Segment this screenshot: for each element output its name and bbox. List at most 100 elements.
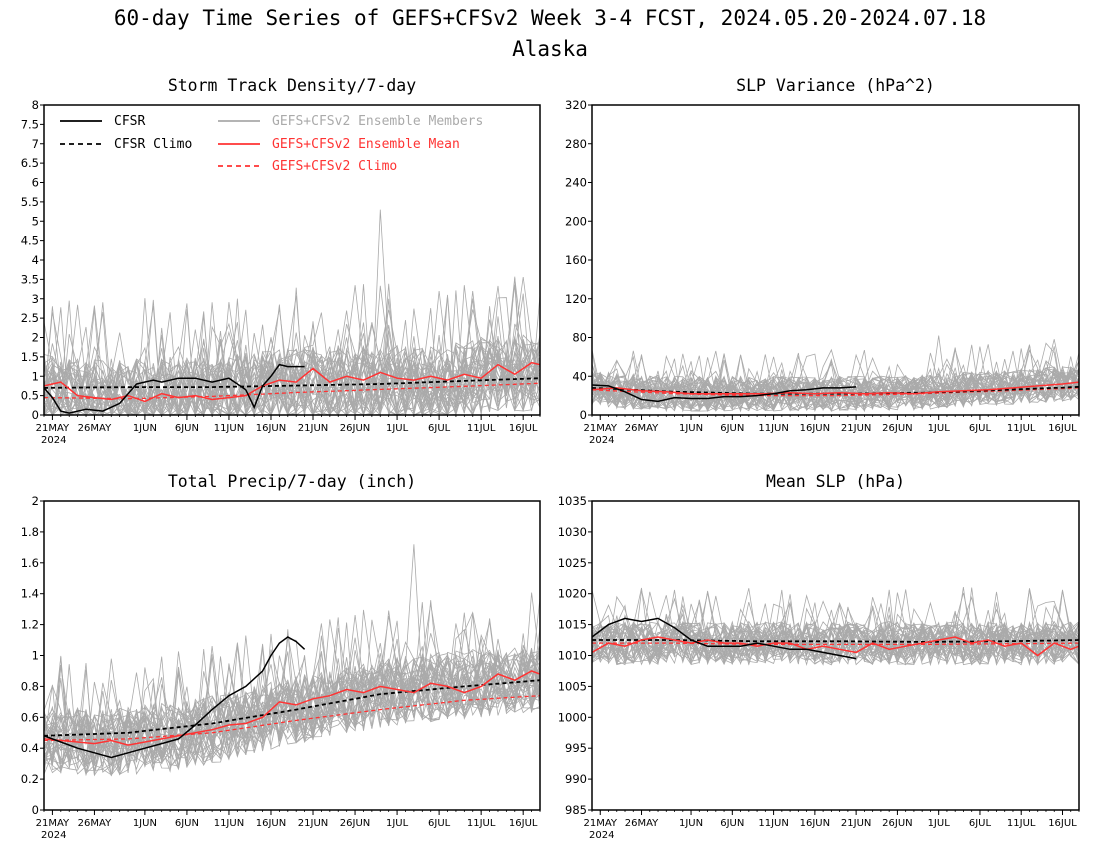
legend-label: GEFS+CFSv2 Ensemble Members xyxy=(272,114,483,129)
x-tick-label: 16JUN xyxy=(800,818,830,829)
x-tick-label: 26JUN xyxy=(882,818,912,829)
x-tick-label: 16JUL xyxy=(509,818,538,829)
ensemble-member-line xyxy=(44,340,540,415)
y-tick-label: 40 xyxy=(572,369,587,383)
x-tick-label: 1JUN xyxy=(679,423,703,434)
y-tick-label: 3 xyxy=(32,292,39,306)
legend-ens-mean: GEFS+CFSv2 Ensemble Mean xyxy=(218,137,460,152)
ensemble-member-line xyxy=(592,590,1079,666)
y-tick-label: 5.5 xyxy=(21,195,39,209)
x-tick-label: 6JUN xyxy=(175,423,199,434)
ensemble-member-line xyxy=(44,646,540,775)
y-tick-label: 8 xyxy=(32,98,39,112)
ensemble-member-line xyxy=(44,592,540,761)
x-tick-label: 21MAY xyxy=(36,818,70,829)
ensemble-member-line xyxy=(44,653,540,773)
y-tick-label: 4.5 xyxy=(21,234,39,248)
x-tick-label: 6JUL xyxy=(969,818,992,829)
cfsr-line xyxy=(592,384,857,403)
x-tick-label: 1JUL xyxy=(928,423,951,434)
ensemble-member-line xyxy=(592,610,1079,666)
ensemble-member-line xyxy=(44,285,540,415)
y-tick-label: 0 xyxy=(32,408,39,422)
x-tick-label: 11JUN xyxy=(214,423,244,434)
legend: CFSR CFSR Climo GEFS+CFSv2 Ensemble Member… xyxy=(60,114,483,174)
x-tick-label: 21MAY xyxy=(583,423,617,434)
x-tick-label: 11JUN xyxy=(758,423,788,434)
plot-area xyxy=(44,209,540,415)
x-tick-label: 26MAY xyxy=(625,423,659,434)
ensemble-member-line xyxy=(44,651,540,769)
ensemble-member-line xyxy=(44,629,540,771)
x-tick-label: 21MAY xyxy=(36,423,70,434)
ensemble-mean-line xyxy=(592,381,1079,395)
y-tick-label: 2.5 xyxy=(21,311,39,325)
y-tick-label: 995 xyxy=(565,741,587,755)
cfsr-line xyxy=(44,636,306,759)
y-tick-label: 2 xyxy=(32,331,39,345)
y-tick-label: 1030 xyxy=(558,525,587,539)
y-tick-label: 1000 xyxy=(558,710,587,724)
ensemble-member-line xyxy=(592,603,1079,663)
x-tick-label: 26JUN xyxy=(340,818,370,829)
panel-title: Total Precip/7-day (inch) xyxy=(168,472,416,491)
legend-label: GEFS+CFSv2 Climo xyxy=(272,159,397,174)
panel-title: SLP Variance (hPa^2) xyxy=(736,76,935,95)
y-tick-label: 985 xyxy=(565,803,587,817)
gefs-climo-line xyxy=(592,387,1079,397)
chart-panels: Storm Track Density/7-day 0 0.5 1 1.5 2 2.5 3 3.… xyxy=(21,76,1080,841)
ensemble-member-line xyxy=(44,276,540,415)
x-tick-label: 6JUN xyxy=(720,818,744,829)
x-tick-label: 26MAY xyxy=(78,423,112,434)
ensemble-member-line xyxy=(592,592,1079,667)
chart-panel-3: Total Precip/7-day (inch)00.20.40.60.811… xyxy=(21,472,541,841)
x-tick-label: 16JUL xyxy=(1048,818,1077,829)
x-tick-label: 11JUL xyxy=(467,423,496,434)
y-tick-label: 1.6 xyxy=(21,556,39,570)
ensemble-member-line xyxy=(44,646,540,775)
y-tick-label: 5 xyxy=(32,214,39,228)
x-year-label: 2024 xyxy=(589,435,614,446)
y-tick-label: 1 xyxy=(32,649,39,663)
panel-title: Mean SLP (hPa) xyxy=(766,472,905,491)
y-tick-label: 6 xyxy=(32,176,39,190)
x-tick-label: 1JUL xyxy=(386,818,409,829)
legend-cfsr: CFSR xyxy=(60,114,145,129)
x-tick-label: 21JUN xyxy=(298,818,328,829)
x-tick-label: 21JUN xyxy=(841,423,871,434)
ensemble-member-line xyxy=(44,302,540,415)
x-tick-label: 6JUN xyxy=(720,423,744,434)
ensemble-member-line xyxy=(44,284,540,415)
ensemble-member-line xyxy=(44,602,540,774)
y-tick-label: 1.4 xyxy=(21,587,39,601)
y-tick-label: 0 xyxy=(32,803,39,817)
y-tick-label: 1 xyxy=(32,369,39,383)
ensemble-member-line xyxy=(592,356,1079,413)
x-tick-label: 21JUN xyxy=(298,423,328,434)
y-tick-label: 0 xyxy=(580,408,587,422)
y-tick-label: 1.2 xyxy=(21,618,39,632)
ensemble-member-line xyxy=(592,594,1079,666)
x-tick-label: 1JUN xyxy=(679,818,703,829)
ensemble-member-line xyxy=(44,637,540,762)
y-tick-label: 0.8 xyxy=(21,679,39,693)
chart-panel-1: Storm Track Density/7-day 0 0.5 1 1.5 2 2.5 3 3.… xyxy=(21,76,541,446)
ensemble-member-line xyxy=(592,363,1079,412)
gefs-climo-line xyxy=(44,382,540,400)
y-tick-label: 80 xyxy=(572,331,587,345)
y-tick-label: 2 xyxy=(32,494,39,508)
y-tick-label: 1.8 xyxy=(21,525,39,539)
x-tick-label: 26MAY xyxy=(78,818,112,829)
y-tick-label: 0.4 xyxy=(21,741,39,755)
ensemble-mean-line xyxy=(592,636,1079,657)
x-tick-label: 26JUN xyxy=(340,423,370,434)
y-tick-label: 280 xyxy=(565,137,587,151)
ensemble-member-line xyxy=(592,344,1079,412)
chart-panel-4: Mean SLP (hPa) 985 990 995 1000 1005 1010 1015 1… xyxy=(558,472,1080,841)
plot-area xyxy=(592,587,1079,667)
x-tick-label: 1JUL xyxy=(386,423,409,434)
cfsr-climo-line xyxy=(44,679,540,737)
y-tick-label: 3.5 xyxy=(21,272,39,286)
y-tick-label: 1015 xyxy=(558,618,587,632)
